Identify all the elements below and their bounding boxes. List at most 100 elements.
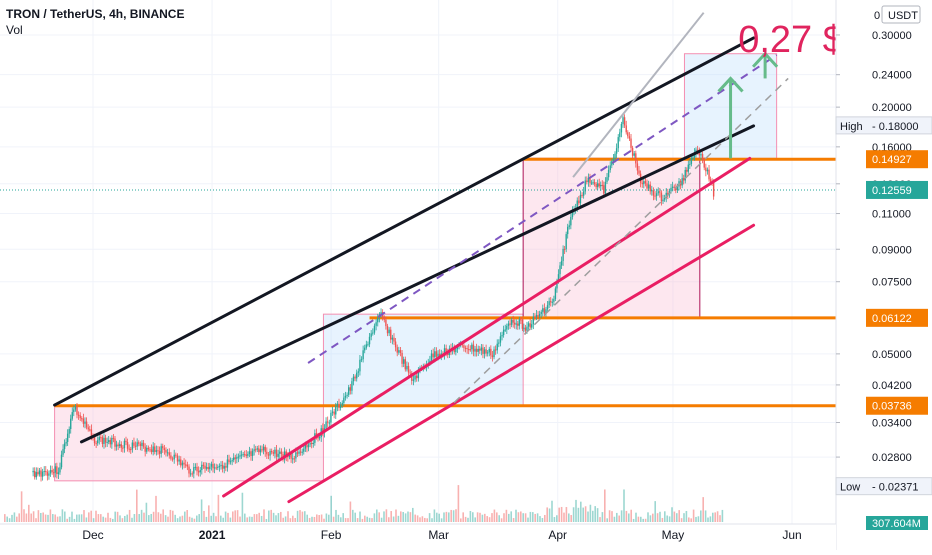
candle-body bbox=[445, 348, 447, 353]
candle-body bbox=[228, 459, 230, 463]
volume-bar bbox=[56, 516, 59, 522]
volume-bar bbox=[412, 507, 414, 522]
candle-body bbox=[606, 177, 608, 182]
candle-body bbox=[681, 178, 683, 186]
price-tick-label: 0.07500 bbox=[872, 277, 912, 289]
volume-bar bbox=[395, 509, 397, 522]
candle-body bbox=[705, 167, 707, 172]
candle-body bbox=[706, 169, 709, 172]
volume-bar bbox=[352, 509, 354, 522]
price-axis[interactable] bbox=[836, 0, 932, 550]
candle-body bbox=[111, 437, 113, 445]
volume-bar bbox=[436, 512, 438, 522]
candle-body bbox=[210, 463, 213, 467]
volume-bar bbox=[373, 513, 376, 522]
candle-body bbox=[139, 443, 142, 446]
volume-bar bbox=[227, 512, 229, 522]
candle-body bbox=[582, 191, 585, 196]
candle-body bbox=[310, 442, 313, 445]
candle-body bbox=[117, 444, 119, 446]
trend-channel-line bbox=[53, 36, 756, 407]
candle-body bbox=[407, 365, 410, 373]
volume-bar bbox=[544, 514, 546, 522]
volume-bar bbox=[258, 512, 260, 522]
volume-bar bbox=[335, 509, 337, 522]
candle-body bbox=[62, 449, 64, 455]
candle-body bbox=[236, 457, 238, 459]
candle-body bbox=[98, 437, 100, 441]
volume-bar bbox=[200, 499, 203, 522]
candle-body bbox=[587, 178, 590, 183]
candle-body bbox=[480, 347, 483, 351]
volume-bar bbox=[472, 512, 474, 522]
volume-bar bbox=[656, 513, 659, 522]
candle-body bbox=[659, 191, 661, 193]
candle-body bbox=[570, 216, 572, 226]
volume-bar bbox=[661, 517, 664, 522]
volume-bar bbox=[37, 510, 40, 522]
candle-body bbox=[134, 445, 137, 447]
candle-body bbox=[406, 365, 408, 370]
candle-body bbox=[396, 347, 398, 353]
volume-bar bbox=[570, 515, 572, 522]
candle-body bbox=[112, 437, 115, 439]
candle-body bbox=[141, 442, 143, 446]
volume-bar bbox=[397, 515, 400, 522]
currency-badge[interactable] bbox=[881, 5, 921, 24]
price-tag-label: 0.12559 bbox=[872, 185, 912, 197]
volume-bar bbox=[438, 513, 440, 522]
volume-bar bbox=[208, 505, 210, 522]
candle-body bbox=[581, 194, 583, 196]
candle-body bbox=[568, 225, 570, 227]
volume-bar bbox=[392, 516, 395, 522]
candle-body bbox=[317, 436, 319, 439]
candle-body bbox=[115, 444, 118, 447]
volume-bar bbox=[671, 507, 673, 522]
volume-bar bbox=[500, 518, 503, 522]
target-arrow-1-head bbox=[717, 76, 744, 93]
time-axis[interactable] bbox=[0, 524, 836, 550]
volume-bar bbox=[287, 511, 289, 522]
volume-bar bbox=[558, 507, 560, 522]
candle-body bbox=[131, 442, 134, 450]
volume-bar bbox=[126, 514, 128, 522]
candle-body bbox=[333, 411, 335, 415]
volume-bar bbox=[64, 511, 66, 522]
volume-bar bbox=[222, 517, 224, 522]
candle-body bbox=[638, 170, 640, 174]
volume-bar bbox=[260, 515, 263, 522]
candle-body bbox=[205, 467, 208, 469]
volume-bar bbox=[325, 513, 328, 522]
candle-body bbox=[595, 183, 597, 188]
volume-bar bbox=[560, 506, 563, 522]
volume-bar bbox=[49, 509, 52, 522]
candle-body bbox=[130, 449, 132, 451]
volume-bar bbox=[284, 516, 287, 522]
candle-body bbox=[212, 463, 214, 469]
candle-body bbox=[368, 336, 371, 345]
candle-body bbox=[432, 353, 434, 358]
volume-bar bbox=[116, 511, 119, 522]
volume-bar bbox=[109, 517, 112, 522]
candle-body bbox=[417, 369, 420, 379]
volume-bar bbox=[632, 518, 635, 522]
volume-bar bbox=[80, 514, 83, 522]
volume-bar bbox=[167, 516, 169, 522]
candle-body bbox=[654, 195, 656, 197]
volume-bar bbox=[668, 516, 671, 522]
candle-body bbox=[73, 409, 75, 413]
candle-body bbox=[306, 444, 308, 448]
symbol-title: TRON / TetherUS, 4h, BINANCE bbox=[6, 7, 185, 21]
volume-bar bbox=[529, 511, 532, 522]
candle-body bbox=[464, 347, 467, 349]
volume-bar bbox=[390, 511, 392, 522]
candle-body bbox=[103, 437, 105, 444]
candle-body bbox=[157, 450, 159, 452]
price-tag bbox=[866, 150, 928, 169]
candle-body bbox=[590, 182, 593, 184]
candle-body bbox=[673, 186, 675, 188]
high-tag-label: High bbox=[840, 121, 863, 133]
volume-bar bbox=[642, 518, 644, 522]
